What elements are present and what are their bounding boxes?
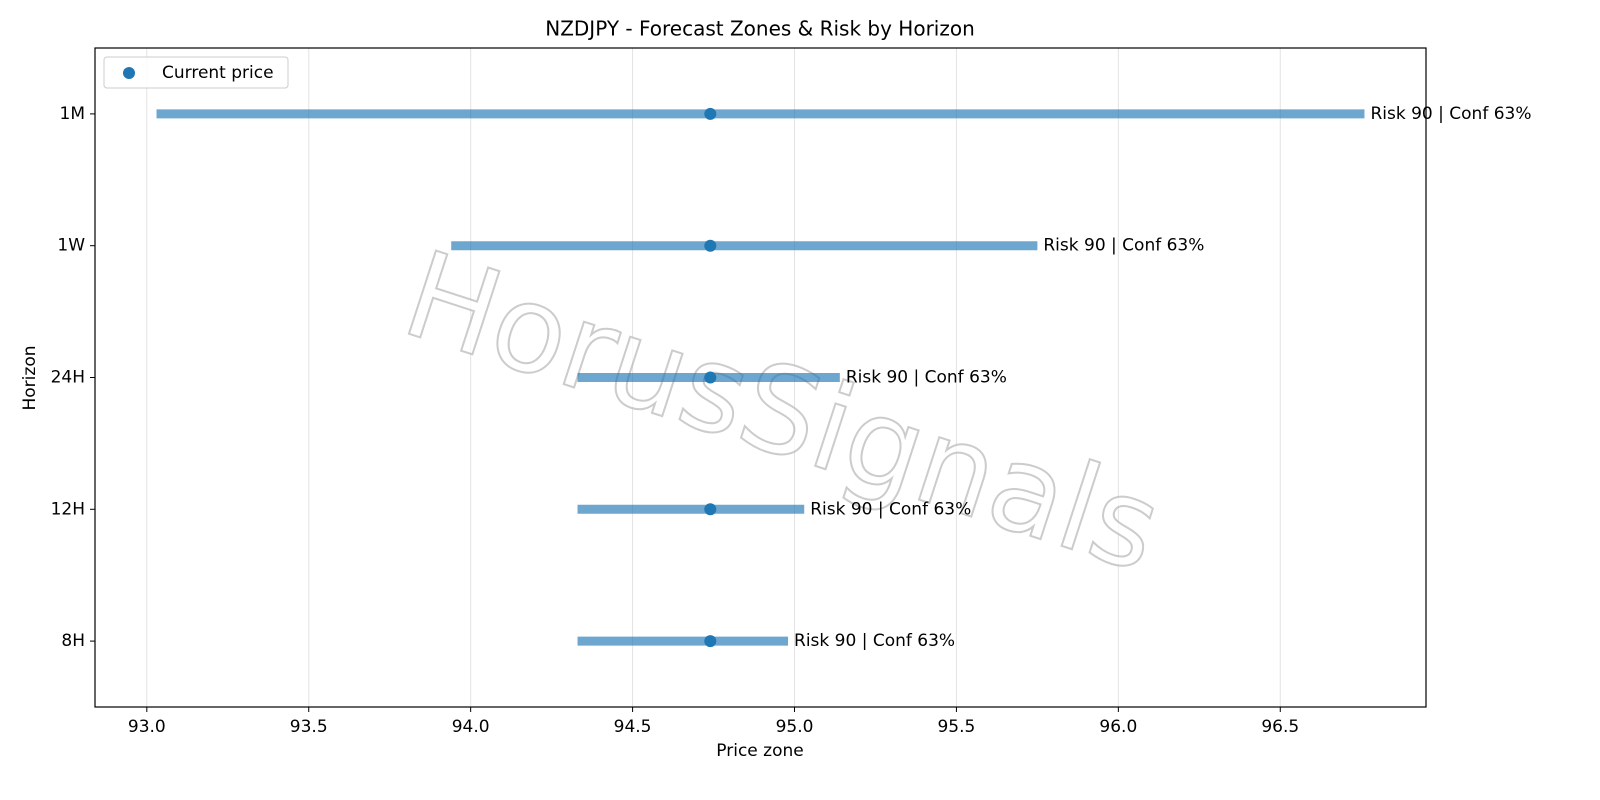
x-tick-label: 95.0 [776,717,814,737]
x-tick-label: 93.5 [290,717,328,737]
watermark: HorusSignals [389,226,1176,600]
y-axis-label: Horizon [20,346,40,411]
current-price-dot [704,371,717,384]
legend-marker [123,67,135,79]
x-tick-label: 93.0 [128,717,166,737]
x-tick-label: 95.5 [937,717,975,737]
y-tick-label: 8H [61,631,85,651]
legend: Current price [103,56,289,89]
x-tick-label: 96.5 [1261,717,1299,737]
current-price-dot [704,107,717,120]
current-price-dot [704,239,717,252]
y-tick-label: 1M [60,104,85,124]
x-tick-label: 94.0 [452,717,490,737]
x-axis-label: Price zone [716,741,803,761]
current-price-dot [704,503,717,516]
legend-box [103,56,289,89]
y-tick-label: 1W [57,236,85,256]
zone-label: Risk 90 | Conf 63% [810,499,971,519]
x-tick-label: 94.5 [614,717,652,737]
chart-title: NZDJPY - Forecast Zones & Risk by Horizo… [545,17,975,41]
x-tick-label: 96.0 [1099,717,1137,737]
zone-label: Risk 90 | Conf 63% [794,631,955,651]
legend-label: Current price [162,63,274,83]
zone-label: Risk 90 | Conf 63% [1043,236,1204,256]
zone-label: Risk 90 | Conf 63% [846,368,1007,388]
y-tick-label: 12H [51,499,85,519]
zone-label: Risk 90 | Conf 63% [1370,104,1531,124]
y-tick-label: 24H [51,368,85,388]
plot-frame [94,47,1427,708]
current-price-dot [704,635,717,648]
